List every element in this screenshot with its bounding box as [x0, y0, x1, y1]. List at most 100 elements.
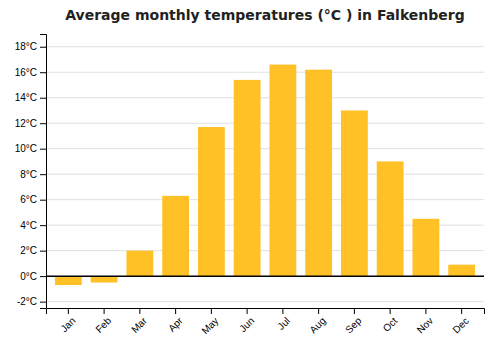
- chart: -2°C 0°C 2°C 4°C 6°C 8°C 10°C 12°C 14°C 16°C 18°C J…: [0, 0, 500, 350]
- y-tick-mark: [40, 98, 46, 99]
- grid: [46, 47, 484, 302]
- grid-line: [46, 276, 484, 277]
- x-tick: Jan: [58, 308, 77, 334]
- x-tick-mark: [211, 308, 212, 314]
- y-tick: 14°C: [15, 92, 46, 103]
- grid-line: [46, 148, 484, 149]
- y-tick-label: 4°C: [20, 220, 37, 231]
- y-axis-line: [40, 35, 47, 309]
- x-axis: Jan Feb Mar Apr May Jun Jul Aug Sep Oct Nov Dec: [47, 308, 485, 336]
- bar: [126, 251, 153, 276]
- bar: [234, 80, 261, 276]
- x-tick-mark: [318, 308, 319, 314]
- grid-line: [46, 123, 484, 124]
- x-tick-mark: [425, 308, 426, 314]
- x-tick-label: Mar: [129, 315, 149, 335]
- bar: [305, 70, 332, 276]
- y-tick-mark: [40, 276, 46, 277]
- x-tick: Nov: [415, 308, 435, 335]
- y-tick-label: -2°C: [17, 296, 37, 307]
- y-tick-label: 10°C: [15, 143, 37, 154]
- x-tick-mark: [104, 308, 105, 314]
- x-tick: Jun: [237, 308, 256, 334]
- x-tick-label: Dec: [450, 315, 470, 335]
- y-tick-label: 2°C: [20, 245, 37, 256]
- x-tick-mark: [247, 308, 248, 314]
- x-tick: Mar: [129, 308, 149, 335]
- bar: [198, 127, 225, 276]
- y-tick: 10°C: [15, 143, 46, 154]
- bar: [412, 219, 439, 276]
- x-tick-label: Apr: [166, 315, 185, 334]
- y-tick: 2°C: [20, 245, 46, 256]
- y-tick-label: 14°C: [15, 92, 37, 103]
- y-tick: 12°C: [15, 118, 46, 129]
- x-tick-label: Jun: [237, 315, 256, 334]
- x-tick-label: Jan: [58, 315, 77, 334]
- y-tick-label: 6°C: [20, 194, 37, 205]
- y-tick-label: 18°C: [15, 41, 37, 52]
- y-tick: -2°C: [17, 296, 46, 307]
- zero-line: [46, 275, 484, 277]
- y-tick-mark: [40, 174, 46, 175]
- y-tick: 0°C: [20, 271, 46, 282]
- x-tick: Feb: [93, 308, 113, 335]
- x-tick-mark: [68, 308, 69, 314]
- grid-line: [46, 97, 484, 98]
- x-tick: Jul: [275, 308, 292, 332]
- x-tick-mark: [461, 308, 462, 314]
- y-tick-mark: [40, 72, 46, 73]
- y-tick: 18°C: [15, 41, 46, 52]
- y-axis: -2°C 0°C 2°C 4°C 6°C 8°C 10°C 12°C 14°C 16°C 18°C: [15, 35, 47, 309]
- x-axis-line: [47, 309, 485, 315]
- x-tick-mark: [282, 308, 283, 314]
- y-tick-label: 8°C: [20, 169, 37, 180]
- y-tick-label: 0°C: [20, 271, 37, 282]
- x-tick-label: May: [199, 315, 220, 336]
- bar: [269, 65, 296, 277]
- y-tick: 8°C: [20, 169, 46, 180]
- grid-line: [46, 72, 484, 73]
- x-tick: May: [199, 308, 220, 336]
- y-tick-mark: [40, 302, 46, 303]
- grid-line: [46, 301, 484, 302]
- y-tick: 4°C: [20, 220, 46, 231]
- x-tick-mark: [390, 308, 391, 314]
- y-tick-mark: [40, 149, 46, 150]
- y-tick-mark: [40, 251, 46, 252]
- bar: [341, 110, 368, 276]
- bar: [55, 276, 82, 285]
- plot: -2°C 0°C 2°C 4°C 6°C 8°C 10°C 12°C 14°C 16°C 18°C J…: [15, 35, 485, 337]
- grid-line: [46, 174, 484, 175]
- y-tick-label: 12°C: [15, 118, 37, 129]
- x-tick-label: Nov: [415, 315, 435, 335]
- x-tick: Aug: [307, 308, 327, 335]
- y-tick-mark: [40, 200, 46, 201]
- y-tick-mark: [40, 225, 46, 226]
- x-tick-label: Sep: [343, 315, 364, 336]
- y-tick-mark: [40, 47, 46, 48]
- bar: [448, 265, 475, 276]
- x-tick: Sep: [343, 308, 364, 335]
- bar: [377, 161, 404, 276]
- x-tick: Dec: [450, 308, 470, 335]
- y-tick: 16°C: [15, 67, 46, 78]
- y-tick-label: 16°C: [15, 67, 37, 78]
- x-tick-label: Feb: [93, 315, 113, 335]
- grid-line: [46, 199, 484, 200]
- x-tick-mark: [139, 308, 140, 314]
- y-tick: 6°C: [20, 194, 46, 205]
- marks: [55, 65, 475, 285]
- bar: [91, 276, 118, 282]
- x-tick-label: Aug: [307, 315, 327, 335]
- x-tick-mark: [175, 308, 176, 314]
- grid-line: [46, 46, 484, 47]
- x-tick-mark: [354, 308, 355, 314]
- x-tick: Oct: [381, 308, 400, 334]
- bar: [162, 196, 189, 276]
- x-tick-label: Oct: [381, 315, 400, 334]
- x-tick: Apr: [166, 308, 185, 334]
- title: Average monthly temperatures (°C ) in Fa…: [65, 7, 465, 23]
- y-tick-mark: [40, 123, 46, 124]
- x-tick-label: Jul: [275, 315, 292, 332]
